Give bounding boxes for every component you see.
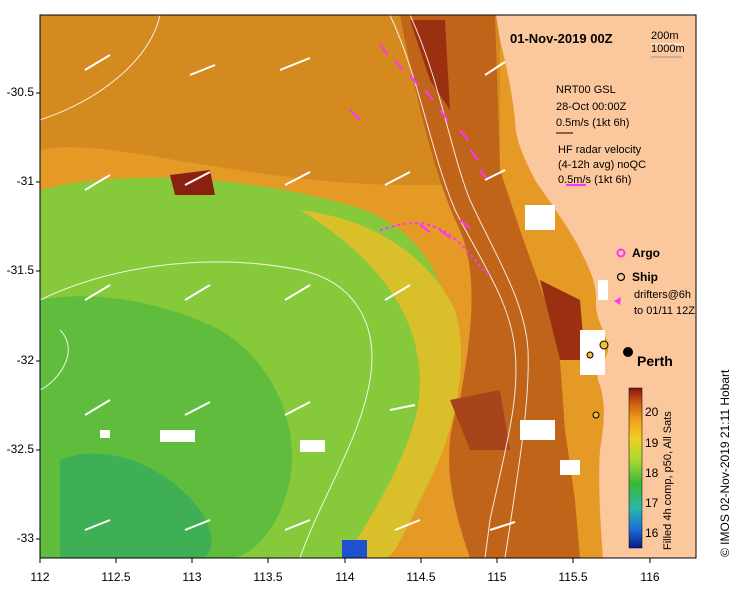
lon-tick: 113.5: [253, 570, 283, 584]
lon-tick: 113: [182, 570, 202, 584]
nrt-label-line1: NRT00 GSL: [556, 84, 616, 96]
contour-label-1000m: 1000m: [651, 43, 685, 55]
hf-label-line2: (4-12h avg) noQC: [558, 159, 647, 171]
lat-tick: -31.5: [6, 263, 34, 277]
drifter-legend-line2: to 01/11 12Z: [634, 305, 695, 317]
lat-tick: -32.5: [6, 442, 34, 456]
land: [496, 15, 696, 558]
lon-tick: 116: [640, 570, 660, 584]
colorbar: [628, 387, 643, 549]
drifter-legend-icon: [614, 297, 621, 305]
argo-legend-label: Argo: [632, 246, 660, 260]
nrt-label-line2: 28-Oct 00:00Z: [556, 101, 627, 113]
lon-tick: 115: [487, 570, 507, 584]
hf-label-line3: 0.5m/s (1kt 6h): [558, 174, 632, 186]
lon-tick: 112.5: [101, 570, 131, 584]
argo-legend-icon: [616, 248, 626, 258]
lon-tick: 114: [335, 570, 355, 584]
colorbar-tick: 19: [645, 436, 659, 450]
lat-tick: -33: [16, 531, 34, 545]
ship-legend-label: Ship: [632, 270, 658, 284]
map-frame: [39, 14, 697, 559]
model-current-vectors: [84, 54, 516, 531]
lon-tick: 112: [30, 570, 50, 584]
drifter-track: [379, 222, 491, 276]
hf-label-line1: HF radar velocity: [558, 144, 642, 156]
cold-patch: [60, 453, 212, 558]
cloud-mask: [100, 205, 608, 475]
nrt-label-line3: 0.5m/s (1kt 6h): [556, 117, 630, 129]
colorbar-title: Filled 4h comp, p50, All Sats: [662, 411, 674, 550]
drifter-legend-line1: drifters@6h: [634, 289, 692, 301]
lon-tick: 115.5: [558, 570, 588, 584]
map-title: 01-Nov-2019 00Z: [510, 31, 613, 46]
ship-marker: [599, 340, 609, 350]
front-band: [300, 210, 461, 558]
ship-legend-icon: [616, 272, 626, 282]
colorbar-tick: 18: [645, 466, 659, 480]
contour-label-200m: 200m: [651, 30, 679, 42]
perth-marker: [623, 347, 633, 357]
colorbar-tick: 20: [645, 405, 659, 419]
lat-tick: -32: [16, 353, 34, 367]
lon-tick: 114.5: [406, 570, 436, 584]
lat-tick: -30.5: [6, 85, 34, 99]
colorbar-tick: 16: [645, 526, 659, 540]
bathymetry-contours: [40, 15, 529, 558]
perth-label: Perth: [637, 353, 673, 369]
credit-text: © IMOS 02-Nov-2019 21:11 Hobart: [718, 369, 732, 557]
lat-tick: -31: [16, 174, 34, 188]
warm-north: [40, 15, 500, 186]
axis-ticks: [36, 92, 651, 563]
colorbar-tick: 17: [645, 496, 659, 510]
